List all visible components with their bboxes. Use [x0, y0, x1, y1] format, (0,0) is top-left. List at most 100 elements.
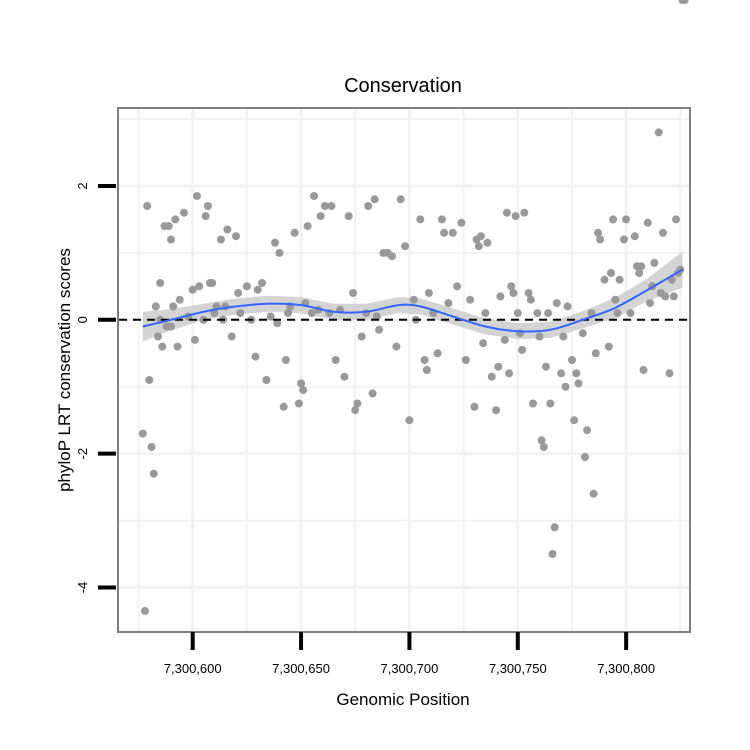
panel-border — [117, 107, 691, 633]
data-point — [320, 202, 329, 210]
data-point — [138, 429, 147, 438]
data-point — [470, 402, 479, 411]
data-point — [357, 332, 366, 341]
data-point — [561, 382, 570, 391]
data-point — [672, 215, 680, 224]
data-point — [570, 416, 579, 425]
x-tick-label: 7,300,700 — [380, 661, 438, 676]
data-point — [251, 352, 260, 361]
data-point — [440, 228, 449, 237]
data-point — [275, 248, 284, 257]
data-point — [175, 295, 184, 304]
data-point — [169, 302, 178, 311]
data-point — [340, 372, 349, 381]
data-point — [362, 309, 371, 318]
data-point — [284, 309, 292, 318]
data-point — [433, 349, 442, 358]
data-point — [559, 332, 568, 341]
data-point — [466, 295, 475, 304]
data-point — [290, 228, 299, 237]
data-point — [591, 349, 600, 358]
data-point — [574, 379, 583, 388]
data-point — [500, 335, 509, 344]
data-point — [474, 242, 483, 251]
data-point — [208, 279, 217, 287]
data-point — [262, 376, 271, 384]
data-point — [518, 345, 527, 354]
data-point — [568, 356, 576, 364]
data-point — [481, 309, 490, 318]
smooth-trend-line — [142, 268, 684, 333]
data-point — [203, 202, 212, 210]
data-point — [392, 342, 401, 351]
line-layer — [119, 268, 689, 333]
data-point — [242, 282, 251, 291]
data-point — [635, 269, 644, 277]
data-point — [609, 215, 618, 224]
data-point — [596, 235, 605, 244]
data-point — [173, 342, 182, 351]
data-point — [613, 309, 622, 318]
data-point — [550, 523, 559, 532]
data-point — [353, 399, 362, 408]
data-point — [483, 238, 492, 247]
data-point — [496, 292, 505, 301]
y-axis-title: phyloP LRT conservation scores — [55, 248, 74, 492]
y-tick-label: -2 — [75, 448, 90, 460]
data-point — [511, 212, 520, 221]
data-point — [537, 436, 546, 445]
data-point — [299, 386, 308, 395]
data-point — [563, 302, 572, 311]
data-point — [669, 292, 678, 301]
data-point — [156, 279, 165, 287]
data-point — [650, 258, 659, 267]
data-point — [370, 195, 379, 204]
data-point — [147, 443, 156, 451]
x-axis-title: Genomic Position — [336, 690, 469, 709]
data-point — [457, 218, 466, 227]
data-point — [236, 309, 245, 318]
data-point — [476, 232, 485, 241]
data-point — [615, 275, 624, 284]
data-point — [210, 309, 219, 318]
data-point — [164, 222, 173, 231]
data-point — [279, 402, 288, 411]
data-point — [494, 362, 503, 371]
data-point — [589, 489, 598, 498]
data-point — [227, 332, 236, 341]
data-point — [422, 366, 431, 374]
data-point — [572, 369, 581, 378]
data-point — [349, 289, 358, 297]
data-point — [310, 192, 319, 200]
data-point — [524, 289, 533, 297]
data-point — [620, 235, 628, 244]
data-point — [271, 238, 279, 247]
data-point — [253, 285, 262, 294]
data-point — [604, 342, 613, 351]
x-tick-label: 7,300,650 — [272, 661, 330, 676]
data-point — [502, 208, 511, 217]
y-tick-label: 2 — [75, 182, 90, 189]
x-tick-label: 7,300,800 — [597, 661, 655, 676]
data-point — [141, 606, 149, 615]
data-point — [654, 128, 663, 137]
data-point — [327, 202, 336, 210]
data-point — [594, 228, 602, 237]
data-point — [223, 225, 232, 234]
data-point — [479, 339, 488, 348]
point-layer — [138, 0, 689, 615]
data-point — [492, 406, 501, 415]
data-point — [548, 550, 557, 558]
data-point — [375, 325, 384, 334]
data-point — [195, 282, 204, 291]
data-point — [611, 295, 620, 304]
x-tick-label: 7,300,600 — [164, 661, 222, 676]
data-point — [368, 389, 377, 398]
data-point — [149, 469, 158, 478]
data-point — [234, 289, 243, 297]
data-point — [630, 232, 639, 241]
data-point — [154, 332, 162, 341]
data-point — [637, 262, 646, 271]
data-point — [505, 369, 514, 378]
data-point — [201, 212, 210, 221]
